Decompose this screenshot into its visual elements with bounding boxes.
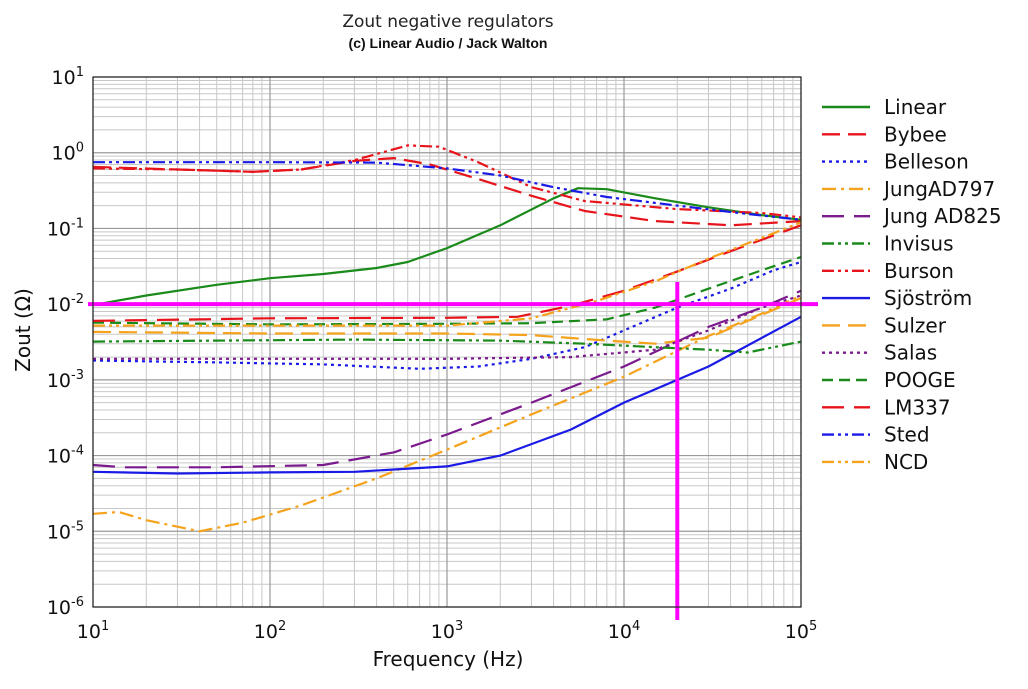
y-tick-label: 10-3 xyxy=(47,368,84,392)
y-tick-label: 101 xyxy=(52,65,84,89)
legend-item-6: Burson xyxy=(822,259,954,283)
legend-item-2: Belleson xyxy=(822,150,969,174)
series-line-8 xyxy=(92,297,802,345)
chart-subtitle: (c) Linear Audio / Jack Walton xyxy=(349,35,548,51)
series-layer xyxy=(92,144,802,533)
legend-item-11: LM337 xyxy=(822,395,951,419)
series-line-9 xyxy=(93,294,802,360)
legend-label: Salas xyxy=(884,341,937,365)
x-tick-label: 103 xyxy=(431,619,463,643)
legend-label: Sulzer xyxy=(884,313,947,337)
legend-label: Sted xyxy=(884,423,930,447)
series-line-12 xyxy=(93,161,802,221)
series-line-7 xyxy=(92,315,802,475)
x-tick-labels: 101 102 103 104 105 xyxy=(77,619,817,643)
plot-frame xyxy=(92,76,802,608)
y-tick-labels: 10-6 10-5 10-4 10-3 10-2 10-1 100 101 xyxy=(47,65,84,619)
legend: Linear Bybee Belleson JungAD797 Jung AD825 In… xyxy=(822,95,1002,474)
legend-label: Belleson xyxy=(884,150,969,174)
x-tick-label: 101 xyxy=(77,619,109,643)
legend-item-5: Invisus xyxy=(822,232,953,256)
y-tick-label: 10-2 xyxy=(47,292,84,316)
x-axis-label: Frequency (Hz) xyxy=(373,647,524,671)
x-tick-label: 104 xyxy=(608,619,640,643)
x-tick-label: 105 xyxy=(785,619,817,643)
series-line-0 xyxy=(92,187,802,307)
y-tick-label: 100 xyxy=(52,141,84,165)
series-line-6 xyxy=(92,144,802,219)
legend-item-4: Jung AD825 xyxy=(822,204,1002,228)
legend-item-10: POOGE xyxy=(822,368,956,392)
series-line-2 xyxy=(92,260,802,370)
y-tick-label: 10-5 xyxy=(47,519,84,543)
legend-label: LM337 xyxy=(884,395,951,419)
legend-item-13: NCD xyxy=(822,450,928,474)
legend-label: NCD xyxy=(884,450,928,474)
x-tick-label: 102 xyxy=(254,619,286,643)
legend-label: Jung AD825 xyxy=(882,204,1002,228)
series-line-13 xyxy=(93,221,802,327)
legend-item-7: Sjöström xyxy=(822,286,972,310)
y-tick-label: 10-6 xyxy=(47,595,84,619)
legend-item-12: Sted xyxy=(822,423,930,447)
legend-label: JungAD797 xyxy=(882,177,995,201)
legend-label: Sjöström xyxy=(884,286,972,310)
legend-item-1: Bybee xyxy=(822,122,947,146)
legend-label: POOGE xyxy=(884,368,956,392)
reference-lines xyxy=(88,282,818,620)
legend-item-0: Linear xyxy=(822,95,947,119)
series-line-10 xyxy=(92,255,802,326)
series-line-4 xyxy=(92,289,802,469)
series-line-3 xyxy=(92,294,802,533)
legend-item-9: Salas xyxy=(822,341,937,365)
legend-label: Invisus xyxy=(884,232,953,256)
chart-title: Zout negative regulators xyxy=(342,12,553,32)
y-tick-label: 10-4 xyxy=(47,444,84,468)
y-tick-label: 10-1 xyxy=(47,216,84,240)
legend-item-3: JungAD797 xyxy=(822,177,995,201)
legend-label: Linear xyxy=(884,95,947,119)
legend-item-8: Sulzer xyxy=(822,313,947,337)
y-axis-label: Zout (Ω) xyxy=(11,288,35,372)
legend-label: Burson xyxy=(884,259,954,283)
legend-label: Bybee xyxy=(884,122,947,146)
